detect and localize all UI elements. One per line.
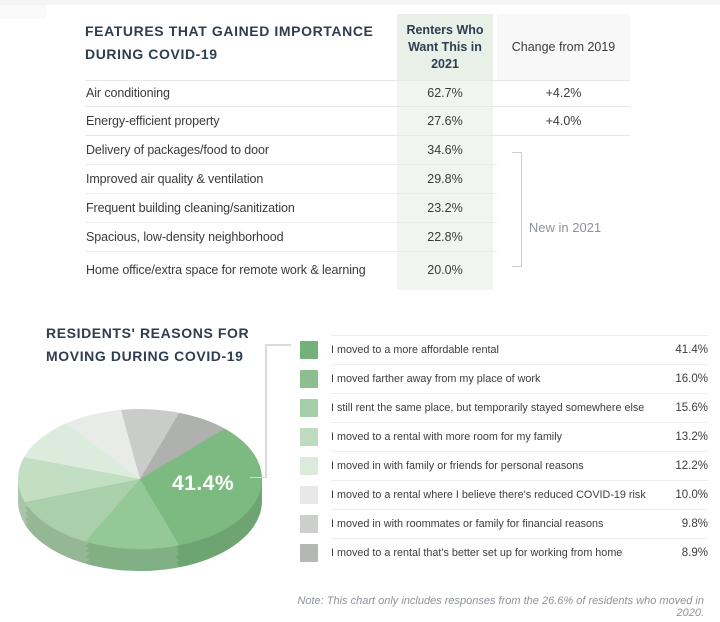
- legend-value: 41.4%: [675, 344, 708, 356]
- feature-label: Air conditioning: [86, 86, 170, 100]
- table-row: Energy-efficient property 27.6% +4.0%: [85, 106, 630, 135]
- table-title: FEATURES THAT GAINED IMPORTANCE DURING C…: [85, 23, 374, 62]
- legend-label: I moved farther away from my place of wo…: [331, 373, 541, 385]
- legend-value: 9.8%: [681, 518, 708, 530]
- table-row: Air conditioning 62.7% +4.2%: [85, 80, 630, 106]
- feature-change: +4.0%: [545, 113, 582, 128]
- footnote: Note: This chart only includes responses…: [297, 595, 704, 619]
- column-header-renters: Renters Who Want This in 2021: [406, 22, 484, 71]
- table-row: Home office/extra space for remote work …: [85, 251, 630, 289]
- legend-swatch: [300, 427, 318, 446]
- table-row: Frequent building cleaning/sanitization …: [85, 193, 630, 222]
- feature-change: +4.2%: [545, 86, 582, 100]
- legend-item: I moved to a more affordable rental 41.4%: [300, 334, 708, 364]
- legend-value: 10.0%: [675, 489, 708, 501]
- features-table: FEATURES THAT GAINED IMPORTANCE DURING C…: [85, 14, 630, 290]
- legend-swatch: [300, 340, 318, 359]
- legend-value: 16.0%: [675, 373, 708, 385]
- new-in-2021-label: New in 2021: [528, 220, 602, 235]
- pie-top-face: [18, 409, 262, 550]
- legend-value: 8.9%: [681, 547, 708, 559]
- legend-value: 12.2%: [675, 460, 708, 472]
- feature-value: 20.0%: [427, 263, 463, 277]
- legend-value: 13.2%: [675, 431, 708, 443]
- legend-swatch: [300, 398, 318, 417]
- table-rows: Air conditioning 62.7% +4.2% Energy-effi…: [85, 80, 630, 289]
- legend-item: I still rent the same place, but tempora…: [300, 392, 708, 422]
- legend-value: 15.6%: [675, 402, 708, 414]
- feature-value: 62.7%: [427, 86, 463, 100]
- legend-connector-line: [266, 344, 291, 346]
- feature-label: Energy-efficient property: [86, 113, 220, 128]
- legend-item: I moved to a rental where I believe ther…: [300, 479, 708, 509]
- legend-label: I moved to a rental with more room for m…: [331, 431, 563, 443]
- renters-header-background: [397, 14, 493, 80]
- legend-label: I moved in with roommates or family for …: [331, 518, 604, 530]
- new-in-2021-bracket: [512, 152, 522, 267]
- feature-label: Frequent building cleaning/sanitization: [86, 200, 295, 215]
- legend-label: I still rent the same place, but tempora…: [331, 402, 645, 414]
- feature-value: 29.8%: [427, 171, 463, 186]
- legend-swatch: [300, 543, 318, 562]
- feature-label: Spacious, low-density neighborhood: [86, 229, 284, 244]
- legend-label: I moved to a rental that's better set up…: [331, 547, 623, 559]
- legend-item: I moved to a rental with more room for m…: [300, 421, 708, 451]
- pie-chart: 41.4%: [18, 409, 262, 575]
- legend-label: I moved to a more affordable rental: [331, 344, 499, 356]
- legend-item: I moved farther away from my place of wo…: [300, 363, 708, 393]
- feature-value: 22.8%: [427, 229, 463, 244]
- screenshot-artifact-corner: [0, 5, 46, 19]
- column-header-change: Change from 2019: [511, 40, 616, 54]
- feature-label: Home office/extra space for remote work …: [86, 263, 366, 277]
- screenshot-artifact-strip: [0, 0, 720, 5]
- feature-label: Delivery of packages/food to door: [86, 142, 269, 157]
- legend-swatch: [300, 369, 318, 388]
- legend-label: I moved in with family or friends for pe…: [331, 460, 584, 472]
- pie-legend: I moved to a more affordable rental 41.4%…: [300, 334, 708, 567]
- legend-swatch: [300, 485, 318, 504]
- legend-connector-line: [265, 344, 267, 478]
- table-row: Delivery of packages/food to door 34.6%: [85, 135, 630, 164]
- legend-item: I moved in with roommates or family for …: [300, 508, 708, 538]
- legend-swatch: [300, 514, 318, 533]
- table-row: Improved air quality & ventilation 29.8%: [85, 164, 630, 193]
- feature-value: 34.6%: [427, 142, 463, 157]
- feature-value: 27.6%: [427, 113, 463, 128]
- table-row: Spacious, low-density neighborhood 22.8%: [85, 222, 630, 251]
- change-header-background: [497, 14, 630, 80]
- legend-item: I moved to a rental that's better set up…: [300, 537, 708, 567]
- pie-slice-percentage-label: 41.4%: [171, 472, 235, 495]
- legend-swatch: [300, 456, 318, 475]
- feature-value: 23.2%: [427, 200, 463, 215]
- legend-item: I moved in with family or friends for pe…: [300, 450, 708, 480]
- feature-label: Improved air quality & ventilation: [86, 171, 264, 186]
- legend-connector-line: [250, 476, 266, 478]
- legend-label: I moved to a rental where I believe ther…: [331, 489, 646, 501]
- pie-chart-title: RESIDENTS' REASONS FOR MOVING DURING COV…: [46, 325, 250, 364]
